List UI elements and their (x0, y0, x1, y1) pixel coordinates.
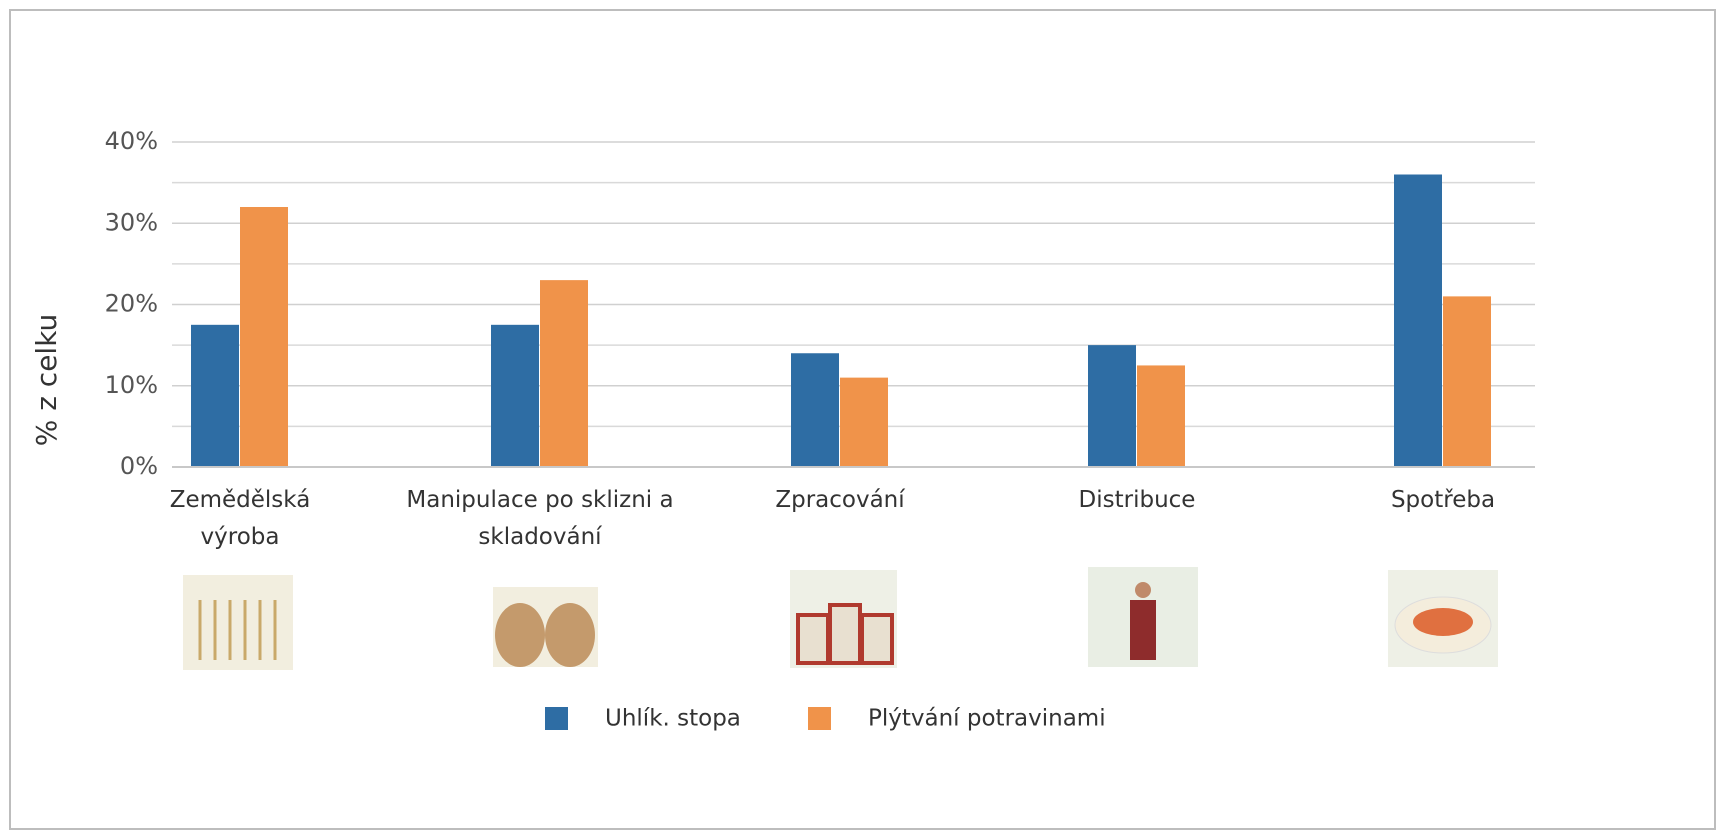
bar (840, 378, 888, 467)
y-tick-label: 40% (105, 127, 158, 155)
bar (1394, 175, 1442, 468)
icon-jar (862, 615, 892, 663)
icons (183, 567, 1498, 670)
x-tick-label: Zemědělská výroba (150, 482, 330, 556)
icon-jar (830, 605, 860, 663)
chart: % z celku 0% 10% 20% 30% 40% Uhlík. stopa Plýt… (0, 0, 1725, 839)
bar (240, 207, 288, 467)
y-tick-label: 30% (105, 208, 158, 236)
x-tick-label: Distribuce (1047, 482, 1227, 519)
icon-grocer-head (1135, 582, 1151, 598)
icon-sack (495, 603, 545, 667)
bar (491, 325, 539, 467)
x-tick-label: Zpracování (750, 482, 930, 519)
bar (1088, 345, 1136, 467)
icon-sack (545, 603, 595, 667)
y-tick-label: 0% (120, 452, 158, 480)
y-tick-label: 10% (105, 371, 158, 399)
x-tick-label: Spotřeba (1353, 482, 1533, 519)
x-tick-label: Manipulace po sklizni a skladování (380, 482, 700, 556)
bar (791, 353, 839, 467)
legend-swatch (545, 707, 568, 730)
page: % z celku 0% 10% 20% 30% 40% Uhlík. stopa Plýt… (0, 0, 1725, 839)
y-axis-label: % z celku (30, 314, 63, 447)
bar (1443, 296, 1491, 467)
icon-jar (798, 615, 828, 663)
legend-label: Plýtvání potravinami (868, 706, 1106, 732)
icon-plate-food (1413, 608, 1473, 636)
legend-swatch (808, 707, 831, 730)
bar (540, 280, 588, 467)
y-tick-label: 20% (105, 290, 158, 318)
legend-label: Uhlík. stopa (605, 706, 741, 732)
icon-grocer-apron (1130, 600, 1156, 660)
bar (191, 325, 239, 467)
bar (1137, 365, 1185, 467)
